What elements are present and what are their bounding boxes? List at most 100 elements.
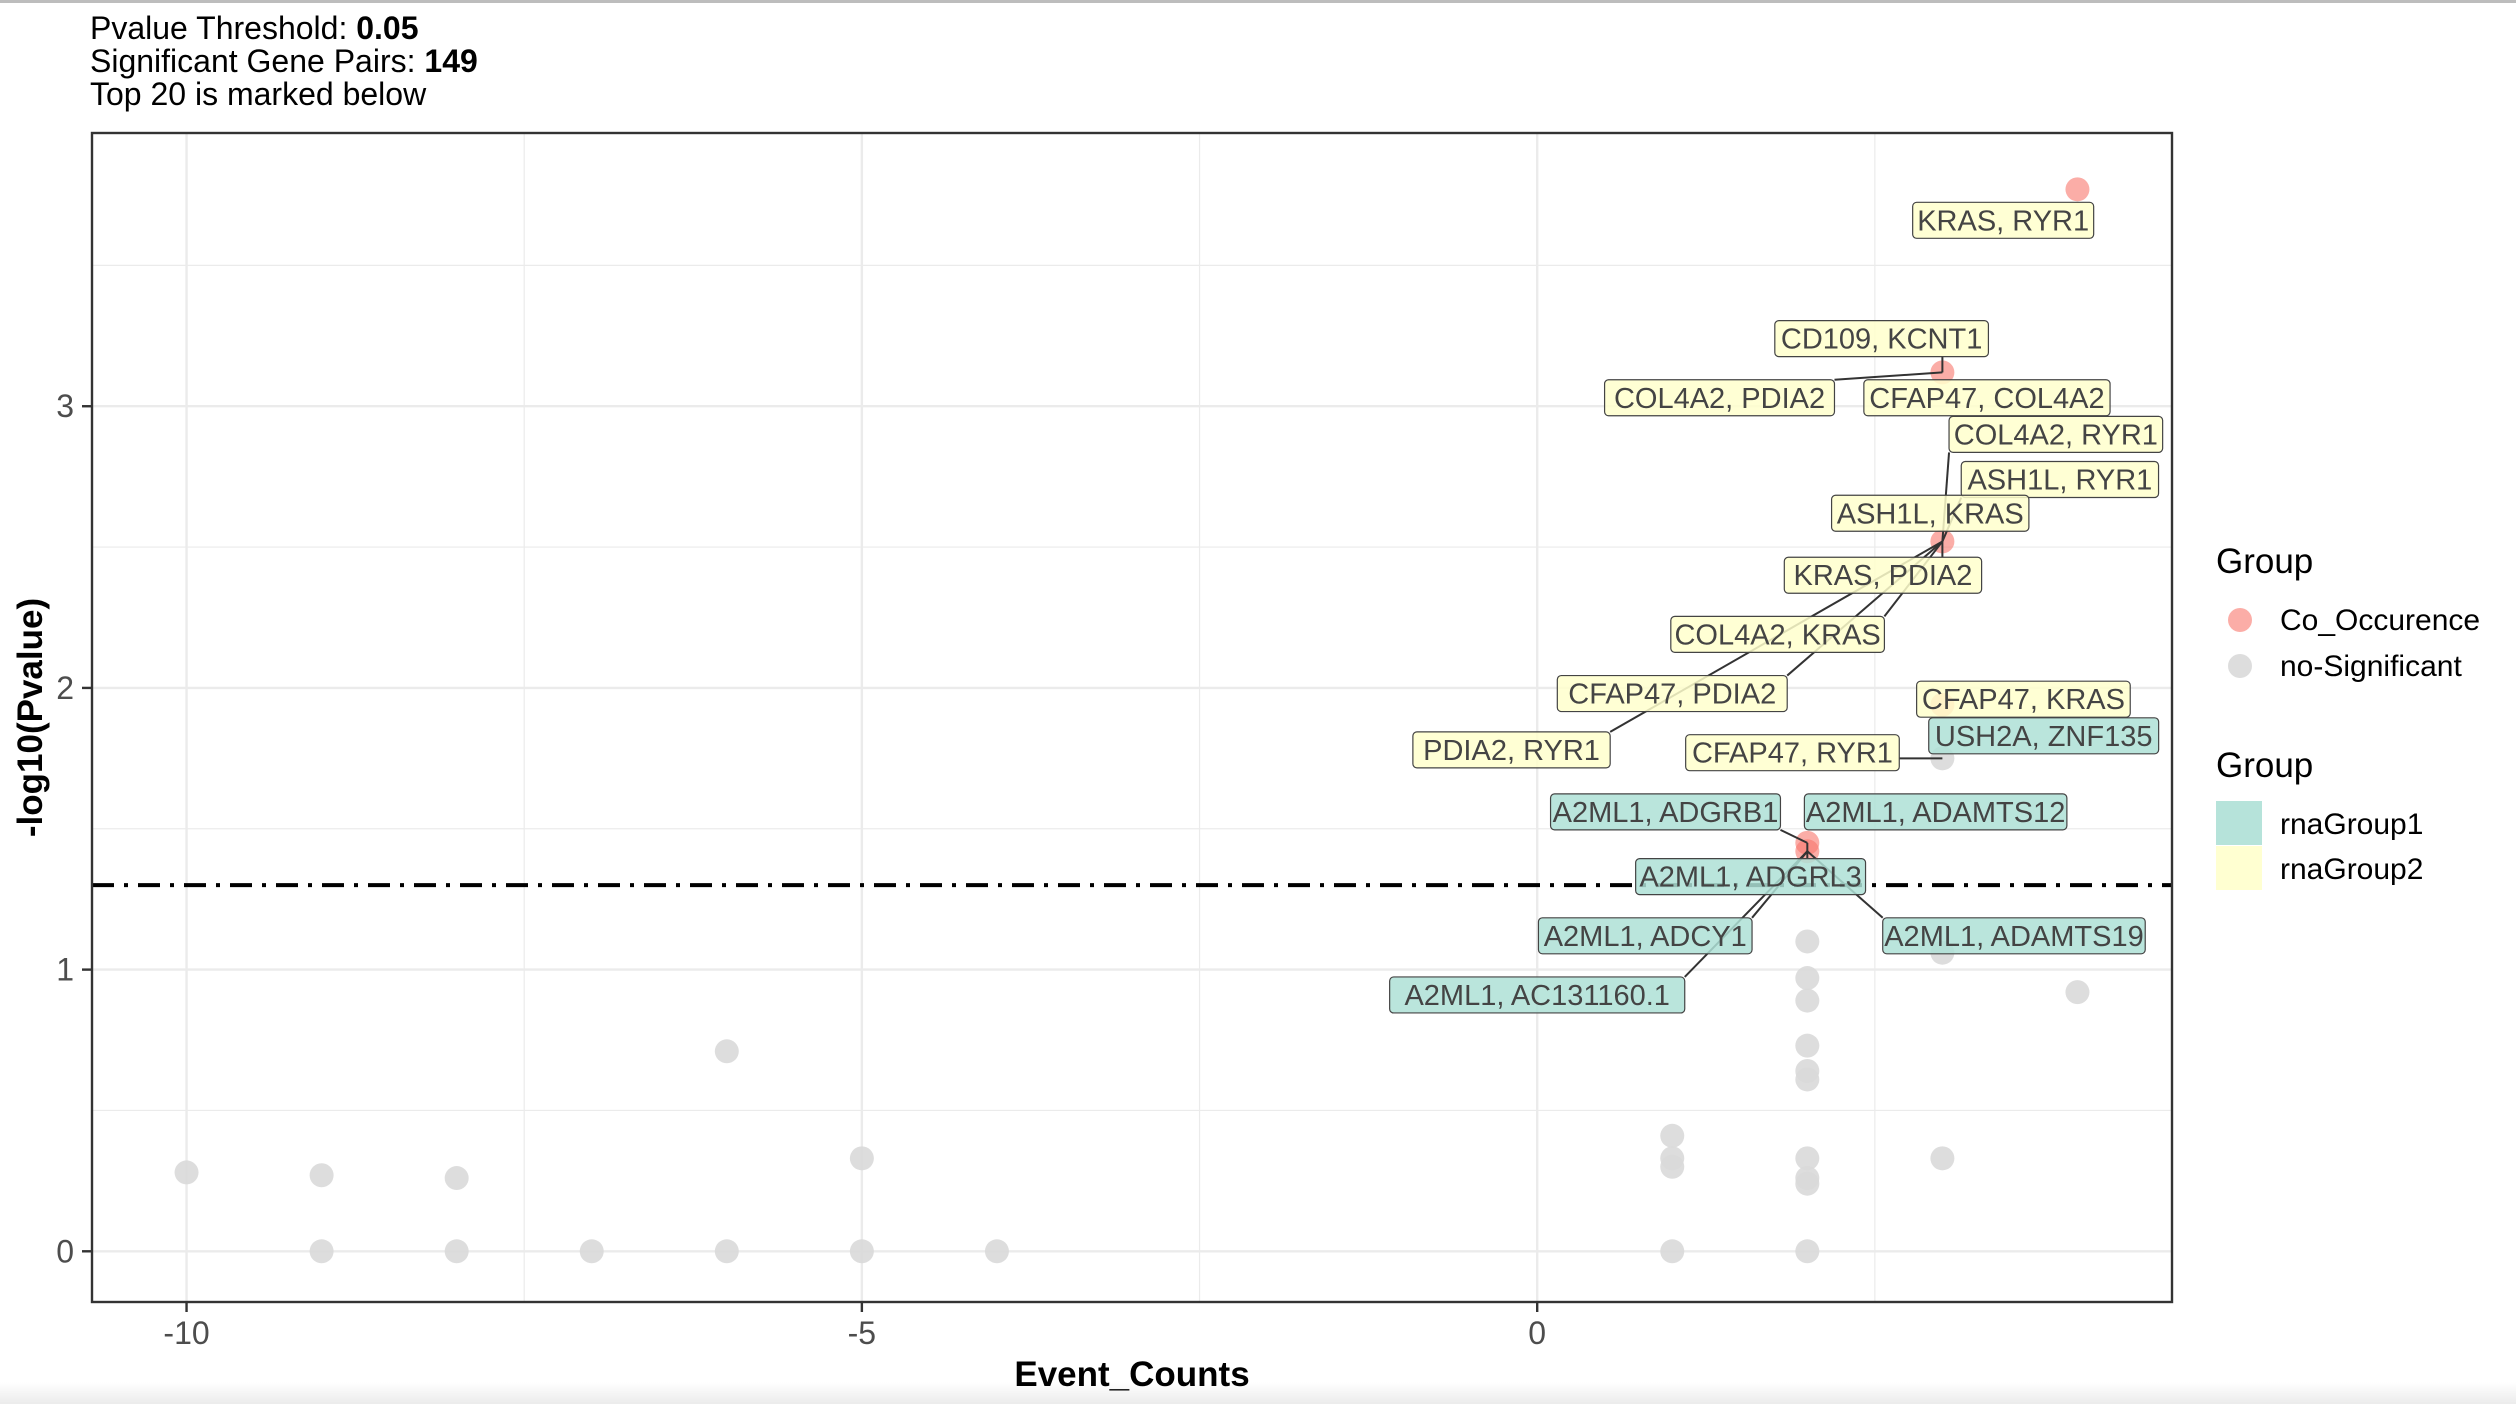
- legend-point-key: [2228, 654, 2252, 678]
- point-no-significant: [1795, 988, 1820, 1013]
- points-no-significant: [174, 746, 2090, 1264]
- point-co-occurence: [2065, 177, 2090, 202]
- gene-pair-label: PDIA2, RYR1: [1412, 731, 1611, 769]
- point-no-significant: [1660, 1154, 1685, 1179]
- point-no-significant: [1660, 1239, 1685, 1264]
- point-no-significant: [1795, 1171, 1820, 1196]
- point-no-significant: [1795, 1067, 1820, 1092]
- plot-background: [92, 133, 2172, 1302]
- x-tick-label: -5: [848, 1315, 876, 1351]
- y-tick-label: 2: [56, 670, 74, 706]
- label-box: [1830, 494, 2030, 532]
- label-text: A2ML1, AC131160.1: [1404, 980, 1670, 1012]
- gene-pair-label: ASH1L, RYR1: [1960, 460, 2160, 499]
- label-text: A2ML1, ADCY1: [1544, 921, 1747, 953]
- pvalue-threshold-line: Pvalue Threshold: 0.05: [90, 12, 478, 45]
- grid-lines: [92, 133, 2172, 1302]
- label-box: [1537, 917, 1753, 955]
- legend-title: Group: [2216, 746, 2313, 785]
- point-no-significant: [714, 1239, 739, 1264]
- label-box: [1603, 379, 1836, 417]
- point-no-significant: [984, 1239, 1009, 1264]
- gene-pair-label: CD109, KCNT1: [1774, 320, 1990, 358]
- legend: Group Co_Occurence no-Significant Group rnaG…: [2216, 542, 2480, 890]
- gene-pair-label: CFAP47, COL4A2: [1863, 379, 2111, 417]
- label-connector: [1834, 371, 1943, 381]
- label-box: [1928, 717, 2160, 755]
- gene-pair-label: KRAS, PDIA2: [1783, 556, 1983, 594]
- point-no-significant: [2065, 980, 2090, 1005]
- point-no-significant: [309, 1239, 334, 1264]
- top-marked-line: Top 20 is marked below: [90, 76, 427, 112]
- label-box: [1412, 731, 1611, 769]
- label-box: [1882, 917, 2146, 955]
- point-labels: KRAS, RYR1 CD109, KCNT1 COL4A2, PDIA2 CFAP4…: [1389, 201, 2164, 1014]
- label-text: CFAP47, KRAS: [1922, 684, 2125, 716]
- label-text: KRAS, RYR1: [1917, 205, 2089, 237]
- significant-pairs-line: Significant Gene Pairs: 149: [90, 45, 478, 78]
- plot-border: [90, 131, 2174, 1304]
- label-text: ASH1L, KRAS: [1837, 498, 2024, 530]
- point-no-significant: [309, 1163, 334, 1188]
- label-text: A2ML1, ADGRL3: [1639, 862, 1861, 894]
- legend-item-label: no-Significant: [2280, 650, 2462, 683]
- gene-pair-label: A2ML1, AC131160.1: [1389, 976, 1686, 1014]
- point-no-significant: [579, 1239, 604, 1264]
- x-tick-label: 0: [1528, 1315, 1546, 1351]
- point-no-significant: [1795, 1146, 1820, 1171]
- label-text: CFAP47, RYR1: [1692, 738, 1893, 770]
- point-no-significant: [1795, 1033, 1820, 1058]
- chart-header: Pvalue Threshold: 0.05 Significant Gene …: [90, 12, 478, 111]
- plot-panel: [92, 133, 2172, 1302]
- gene-pair-label: CFAP47, PDIA2: [1556, 674, 1788, 713]
- label-box: [1389, 976, 1686, 1014]
- legend-point-key: [2228, 608, 2252, 632]
- x-axis-title: Event_Counts: [1014, 1355, 1249, 1394]
- gene-pair-label: COL4A2, KRAS: [1670, 615, 1886, 654]
- label-text: A2ML1, ADGRB1: [1553, 797, 1779, 829]
- window-bottom-shadow: [0, 1382, 2516, 1404]
- window-top-border: [0, 0, 2516, 3]
- gene-pair-label: COL4A2, PDIA2: [1603, 379, 1836, 417]
- label-text: CFAP47, COL4A2: [1869, 383, 2104, 415]
- gene-pair-label: A2ML1, ADCY1: [1537, 917, 1753, 955]
- label-text: CFAP47, PDIA2: [1568, 679, 1776, 711]
- gene-pair-label: KRAS, RYR1: [1912, 201, 2095, 239]
- gene-pair-label: CFAP47, KRAS: [1916, 680, 2131, 718]
- axes: -10 -5 0 0 1 2 3 Event_Counts -log10(Pvalue): [11, 131, 2174, 1394]
- gene-pair-label: A2ML1, ADGRB1: [1549, 793, 1782, 831]
- label-text: CD109, KCNT1: [1781, 324, 1982, 356]
- label-text: ASH1L, RYR1: [1967, 464, 2152, 496]
- legend-item-label: Co_Occurence: [2280, 604, 2480, 637]
- label-box: [1916, 680, 2131, 718]
- label-text: USH2A, ZNF135: [1935, 721, 2153, 753]
- point-no-significant: [1795, 966, 1820, 991]
- label-box: [1803, 793, 2068, 831]
- label-box: [1635, 858, 1867, 896]
- point-no-significant: [714, 1039, 739, 1064]
- legend-fill-key: [2216, 846, 2262, 890]
- x-tick-label: -10: [163, 1315, 209, 1351]
- legend-title: Group: [2216, 542, 2313, 581]
- gene-pair-label: A2ML1, ADGRL3: [1635, 858, 1867, 896]
- y-tick-label: 1: [56, 952, 74, 988]
- point-no-significant: [849, 1239, 874, 1264]
- point-no-significant: [444, 1166, 469, 1191]
- legend-item-label: rnaGroup2: [2280, 853, 2423, 886]
- label-text: KRAS, PDIA2: [1794, 560, 1973, 592]
- legend-item-label: rnaGroup1: [2280, 808, 2423, 841]
- label-box: [1556, 674, 1788, 713]
- point-no-significant: [1930, 1146, 1955, 1171]
- point-no-significant: [1660, 1123, 1685, 1148]
- label-text: A2ML1, ADAMTS12: [1806, 797, 2066, 829]
- label-box: [1912, 201, 2095, 239]
- label-box: [1670, 615, 1886, 654]
- point-no-significant: [444, 1239, 469, 1264]
- significant-pairs-value: 149: [424, 43, 478, 79]
- label-box: [1549, 793, 1782, 831]
- point-no-significant: [1795, 929, 1820, 954]
- label-box: [1863, 379, 2111, 417]
- gene-pair-label: A2ML1, ADAMTS12: [1803, 793, 2068, 831]
- label-text: COL4A2, PDIA2: [1614, 383, 1825, 415]
